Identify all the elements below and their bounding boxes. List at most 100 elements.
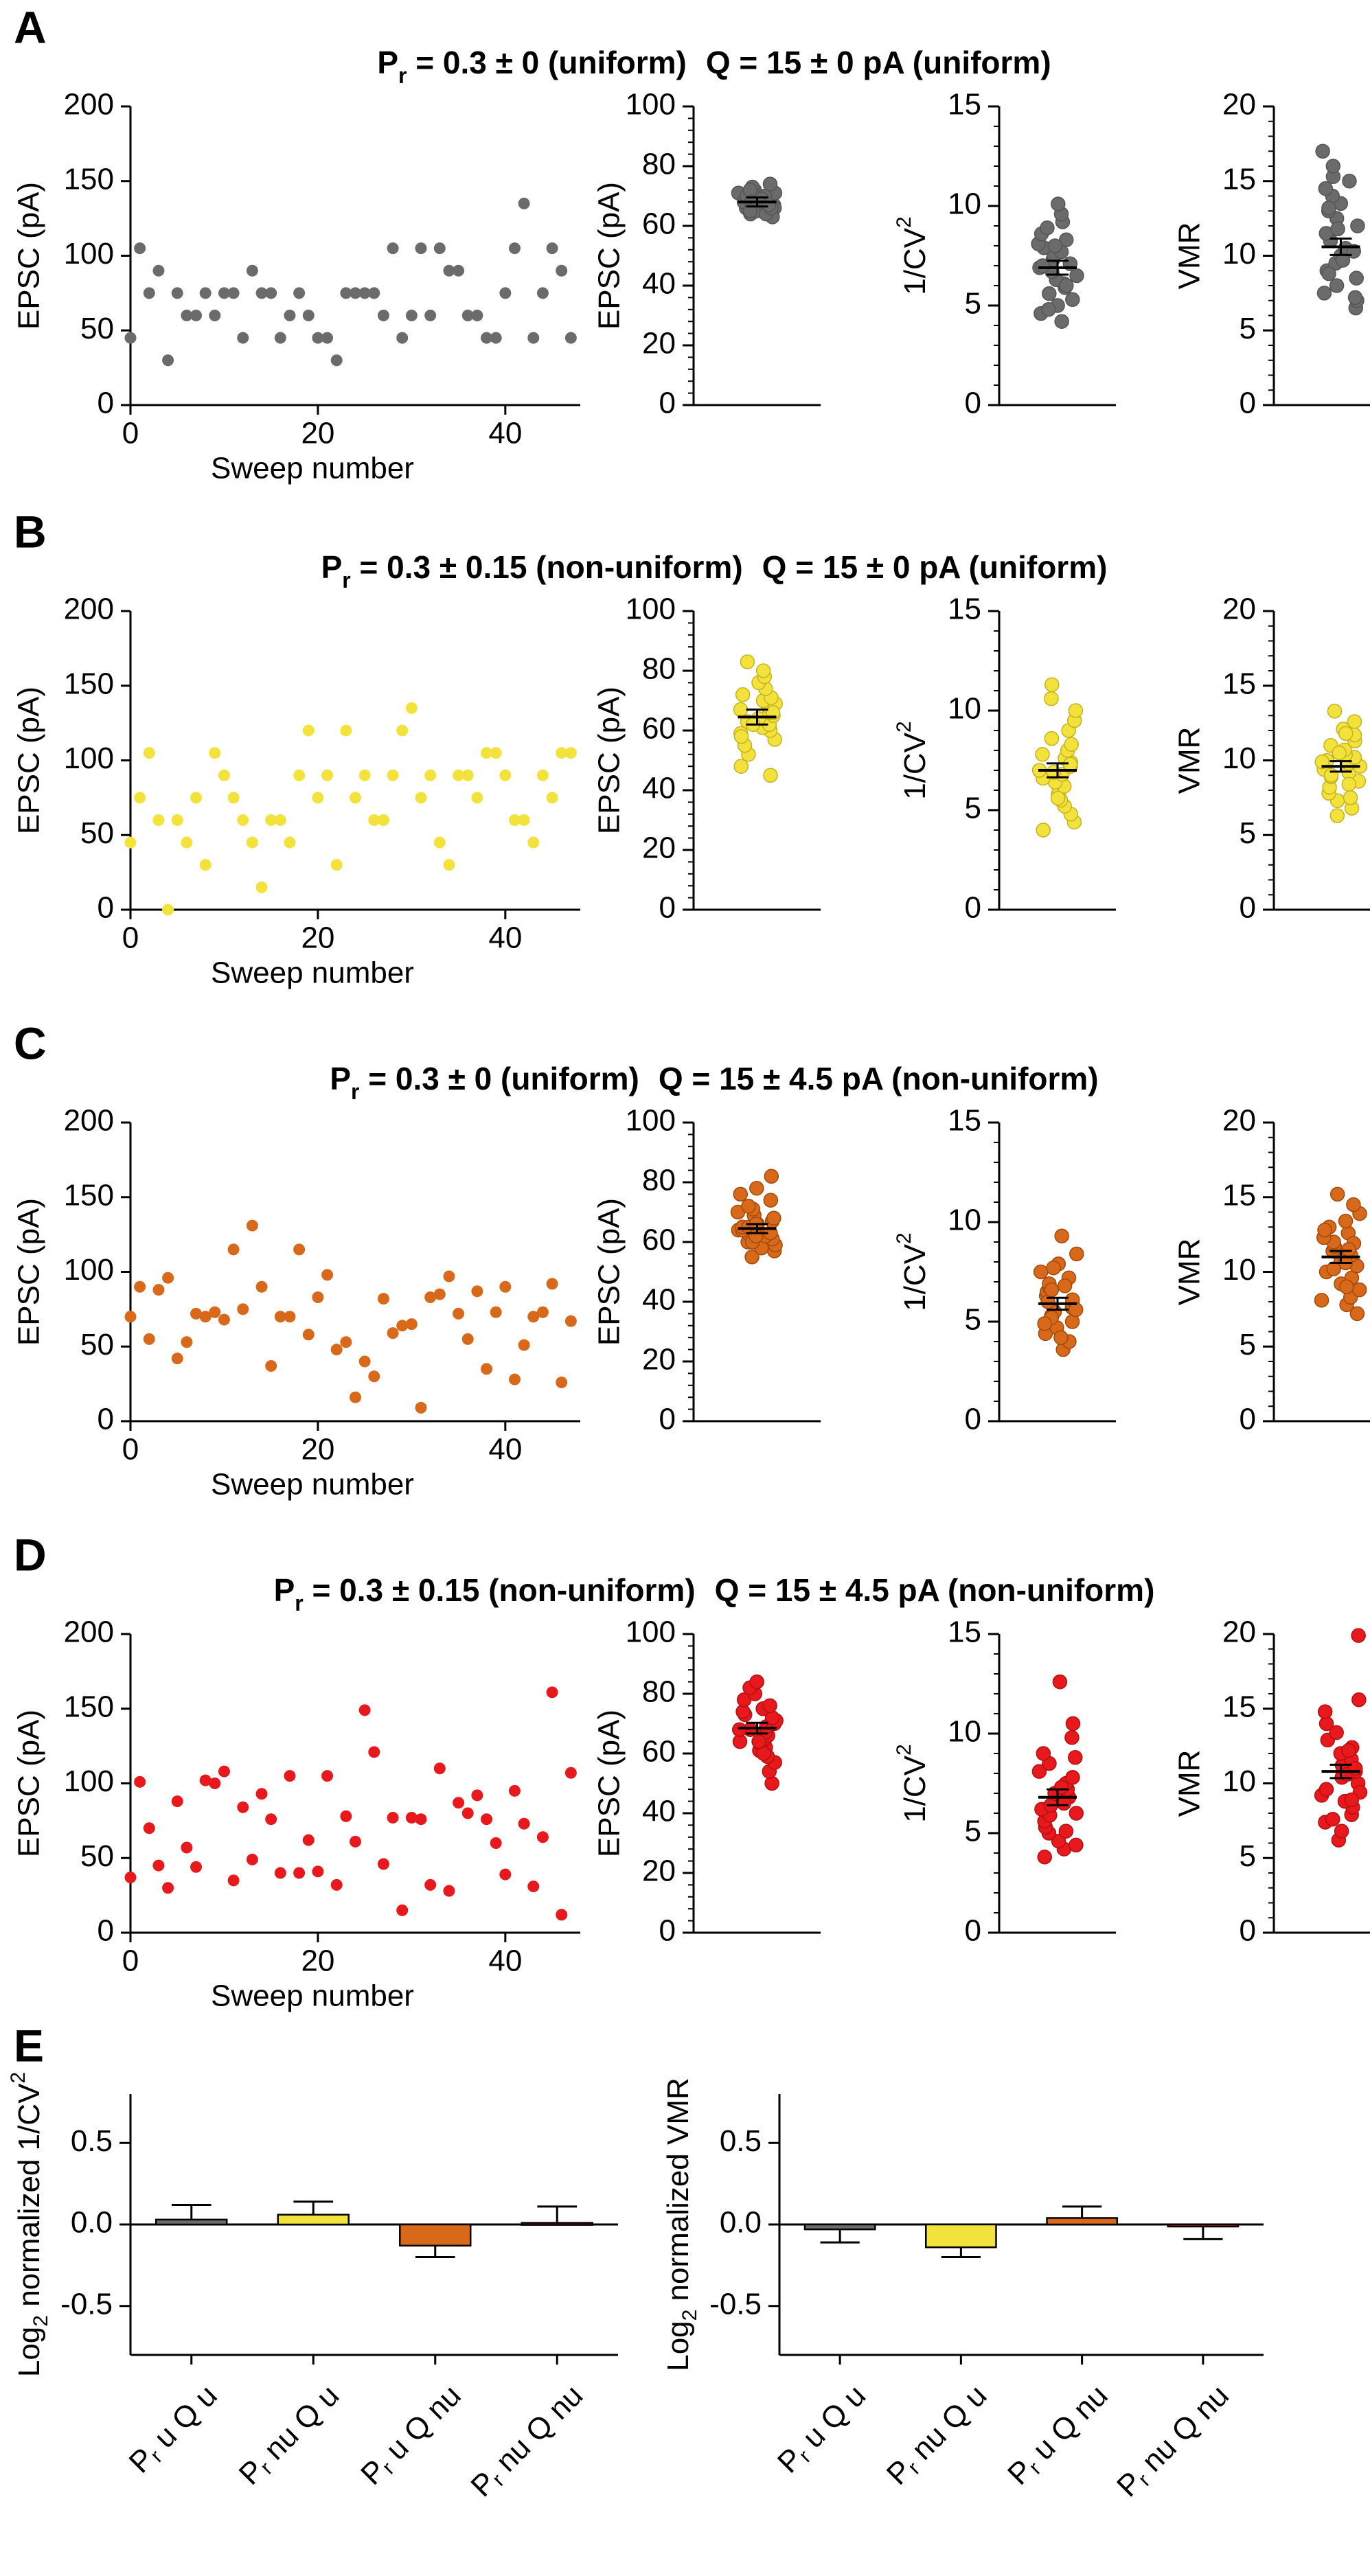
y-tick-label: 10 [1222, 1764, 1256, 1798]
data-point [1031, 1764, 1047, 1779]
data-point [171, 1353, 183, 1365]
data-point [368, 814, 380, 826]
data-point [190, 1307, 203, 1320]
data-point [1335, 253, 1351, 268]
data-point [755, 663, 771, 678]
data-point [1314, 1293, 1329, 1308]
data-point [405, 702, 418, 714]
vmr-dot-plot: 0 5 10 15 20 VMR [1173, 1615, 1370, 1948]
x-tick-label: 40 [488, 921, 522, 955]
data-point [1318, 181, 1334, 196]
data-point [124, 332, 137, 344]
data-point [749, 1674, 764, 1690]
data-point [527, 1311, 540, 1323]
data-point [766, 1210, 781, 1226]
x-category-label: Pr u Q u [771, 2378, 874, 2481]
data-point [340, 1810, 352, 1822]
data-point [527, 1881, 540, 1893]
x-tick-label: 20 [301, 417, 334, 450]
data-point [1349, 271, 1364, 286]
data-point [1065, 1770, 1080, 1785]
category-rest: nu Q u [900, 2378, 994, 2472]
data-point [546, 242, 558, 255]
data-point [481, 747, 493, 759]
data-point [302, 1329, 315, 1341]
data-point [284, 1311, 296, 1323]
data-point [405, 1812, 418, 1824]
data-point [1327, 703, 1343, 719]
x-axis-label: Sweep number [211, 1979, 414, 2013]
y-tick-label: 60 [642, 207, 676, 241]
data-point [1058, 232, 1074, 248]
data-point [1068, 703, 1084, 718]
data-point [564, 332, 577, 344]
data-point [471, 1789, 483, 1802]
data-point [387, 1812, 399, 1824]
data-point [124, 836, 137, 849]
cv-dot-plot: 0 5 10 15 1/CV2 [893, 593, 1116, 925]
bar [925, 2223, 997, 2249]
y-tick-label: 0 [965, 891, 981, 925]
data-point [199, 1774, 212, 1786]
data-point [749, 1180, 764, 1196]
title-pr-subscript: r [342, 568, 350, 593]
panel-letter: B [14, 506, 47, 557]
y-tick-label: 0.5 [71, 2124, 113, 2158]
y-tick-label: 150 [64, 1178, 114, 1212]
y-tick-label: 20 [1222, 88, 1256, 122]
y-axis-label-superscript: 2 [893, 1744, 915, 1756]
x-category-label: Pr u Q nu [1001, 2378, 1116, 2493]
y-axis-label-main: 1/CV [898, 1755, 932, 1822]
data-point [546, 1278, 558, 1290]
data-point [1050, 790, 1066, 806]
data-point [181, 1841, 193, 1854]
data-point [396, 1320, 409, 1332]
data-point [1033, 1264, 1049, 1280]
data-point [471, 792, 483, 804]
y-tick-label: 5 [965, 1303, 981, 1337]
y-tick-label: 0 [1240, 891, 1256, 925]
y-axis-label-superscript: 2 [893, 216, 915, 228]
data-point [453, 1307, 465, 1320]
y-tick-label: 20 [642, 327, 676, 360]
data-point [255, 1280, 268, 1293]
data-point [171, 1795, 183, 1808]
y-tick-label: 80 [642, 1164, 676, 1197]
data-point [377, 1293, 389, 1305]
data-point [330, 859, 343, 871]
y-axis-label: 1/CV2 [893, 1744, 931, 1823]
y-tick-label: 0.0 [71, 2206, 113, 2240]
data-point [237, 332, 249, 344]
title-pr-value: = 0.3 ± 0.15 (non-uniform) [304, 1572, 696, 1608]
data-point [508, 1373, 521, 1385]
y-tick-label: 60 [642, 1223, 676, 1257]
data-point [461, 1333, 474, 1345]
data-point [490, 747, 502, 759]
y-tick-label: 40 [642, 267, 676, 301]
title-pr-value: = 0.3 ± 0 (uniform) [360, 1061, 639, 1096]
y-tick-label: 80 [642, 652, 676, 686]
data-point [162, 904, 174, 916]
y-tick-label: 50 [80, 1839, 114, 1873]
data-point [481, 332, 493, 344]
y-axis-label-log: Log [12, 2327, 46, 2377]
data-point [396, 332, 409, 344]
data-point [181, 836, 193, 849]
y-tick-label: 100 [64, 1253, 114, 1287]
data-point [293, 769, 306, 781]
data-point [1329, 1725, 1344, 1740]
data-point [143, 747, 155, 759]
data-point [293, 1243, 306, 1256]
data-point [1057, 1278, 1073, 1293]
data-point [461, 769, 474, 781]
panel-letter: D [14, 1529, 47, 1580]
y-tick-label: 60 [642, 712, 676, 746]
data-point [396, 724, 409, 737]
data-point [740, 654, 755, 669]
data-point [302, 310, 315, 321]
x-category-label: Pr nu Q u [880, 2378, 995, 2493]
epsc-dot-plot: 0 20 40 60 80 100 EPSC (pA) [593, 593, 821, 925]
data-point [274, 1311, 286, 1323]
title-pr-value: = 0.3 ± 0 (uniform) [407, 45, 687, 80]
data-point [536, 769, 549, 781]
